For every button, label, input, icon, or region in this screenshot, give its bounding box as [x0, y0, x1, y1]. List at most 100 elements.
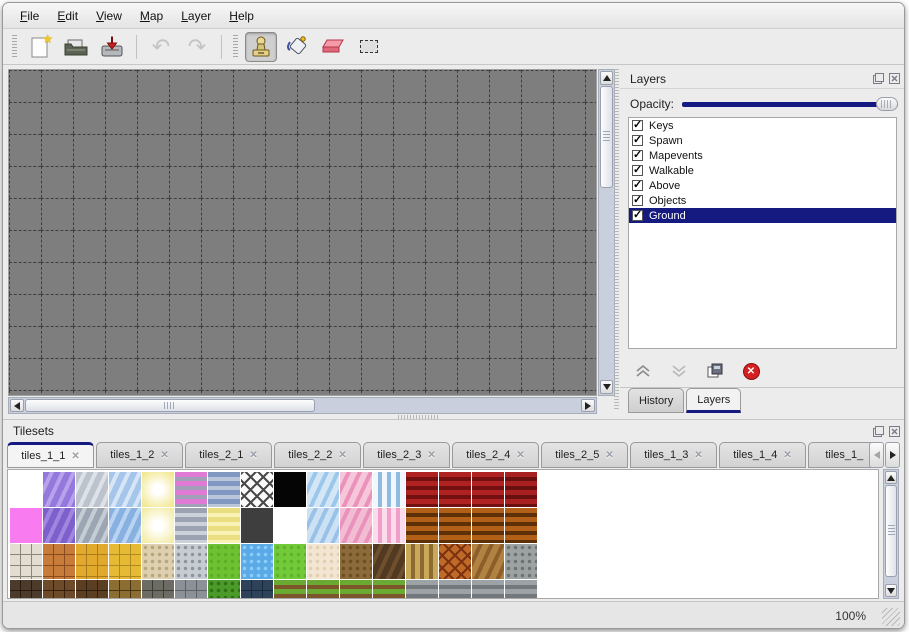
tile[interactable]: [373, 472, 405, 507]
tile[interactable]: [241, 472, 273, 507]
tile[interactable]: [10, 472, 42, 507]
layer-row-objects[interactable]: ✓ Objects: [629, 193, 896, 208]
tile[interactable]: [439, 508, 471, 543]
tileset-tab-tiles_2_1[interactable]: tiles_2_1 ✕: [185, 442, 272, 468]
float-panel-button[interactable]: [872, 73, 884, 85]
tile[interactable]: [208, 508, 240, 543]
tile[interactable]: [10, 580, 42, 598]
canvas-vscroll-thumb[interactable]: [600, 86, 613, 188]
tab-close-icon[interactable]: ✕: [338, 449, 347, 461]
tile[interactable]: [109, 472, 141, 507]
tile[interactable]: [274, 472, 306, 507]
horizontal-splitter[interactable]: [398, 415, 438, 419]
layer-row-above[interactable]: ✓ Above: [629, 178, 896, 193]
tile[interactable]: [43, 544, 75, 579]
tileset-vscrollbar[interactable]: [883, 469, 899, 599]
tile[interactable]: [76, 472, 108, 507]
tile[interactable]: [505, 544, 537, 579]
opacity-slider-handle[interactable]: [876, 97, 898, 111]
tileset-tab-tiles_1_[interactable]: tiles_1_✕: [808, 442, 872, 468]
eraser-tool-button[interactable]: [317, 32, 349, 62]
tileset-tab-tiles_1_4[interactable]: tiles_1_4 ✕: [719, 442, 806, 468]
tile[interactable]: [175, 472, 207, 507]
tile[interactable]: [241, 508, 273, 543]
canvas-vscrollbar[interactable]: [598, 69, 615, 396]
tab-history[interactable]: History: [628, 388, 685, 413]
tile[interactable]: [109, 508, 141, 543]
tile[interactable]: [373, 508, 405, 543]
tile[interactable]: [307, 580, 339, 598]
tile[interactable]: [307, 508, 339, 543]
tile[interactable]: [142, 580, 174, 598]
scroll-right-button[interactable]: [581, 399, 595, 412]
close-tilesets-button[interactable]: [888, 425, 900, 437]
tile[interactable]: [472, 472, 504, 507]
tile[interactable]: [208, 472, 240, 507]
opacity-slider[interactable]: [682, 96, 898, 112]
tile[interactable]: [472, 508, 504, 543]
scroll-up-button[interactable]: [885, 471, 897, 484]
layer-visibility-checkbox[interactable]: ✓: [632, 164, 643, 176]
canvas-hscroll-thumb[interactable]: [25, 399, 315, 412]
tile[interactable]: [142, 544, 174, 579]
layer-row-ground[interactable]: ✓ Ground: [629, 208, 896, 223]
duplicate-layer-button[interactable]: [704, 360, 726, 382]
layer-row-keys[interactable]: ✓ Keys: [629, 118, 896, 133]
tab-close-icon[interactable]: ✕: [783, 449, 792, 461]
tile[interactable]: [175, 544, 207, 579]
tile[interactable]: [208, 544, 240, 579]
tile[interactable]: [340, 472, 372, 507]
tab-close-icon[interactable]: ✕: [516, 449, 525, 461]
tile[interactable]: [406, 472, 438, 507]
map-canvas[interactable]: [8, 69, 597, 396]
undo-button[interactable]: ↶: [145, 32, 177, 62]
layer-row-walkable[interactable]: ✓ Walkable: [629, 163, 896, 178]
tileset-tab-tiles_1_1[interactable]: tiles_1_1 ✕: [7, 442, 94, 468]
redo-button[interactable]: ↷: [181, 32, 213, 62]
tileset-vscroll-thumb[interactable]: [885, 485, 897, 577]
delete-layer-button[interactable]: ✕: [740, 360, 762, 382]
layer-visibility-checkbox[interactable]: ✓: [632, 134, 643, 146]
layer-list[interactable]: ✓ Keys ✓ Spawn ✓ Mapevents ✓ Walkable ✓ Above ✓ Obj…: [628, 117, 897, 349]
save-button[interactable]: [96, 32, 128, 62]
tile-palette[interactable]: [7, 469, 879, 599]
tileset-tab-tiles_2_3[interactable]: tiles_2_3 ✕: [363, 442, 450, 468]
tab-close-icon[interactable]: ✕: [427, 449, 436, 461]
tile[interactable]: [373, 580, 405, 598]
select-tool-button[interactable]: [353, 32, 385, 62]
menu-help[interactable]: Help: [229, 8, 254, 23]
scroll-down-button[interactable]: [885, 584, 897, 597]
tile[interactable]: [472, 544, 504, 579]
tile[interactable]: [307, 544, 339, 579]
tileset-tab-tiles_2_4[interactable]: tiles_2_4 ✕: [452, 442, 539, 468]
layer-visibility-checkbox[interactable]: ✓: [632, 119, 643, 131]
tile[interactable]: [505, 580, 537, 598]
tile[interactable]: [274, 508, 306, 543]
scroll-up-button[interactable]: [600, 71, 613, 85]
fill-tool-button[interactable]: [281, 32, 313, 62]
menu-map[interactable]: Map: [139, 8, 164, 23]
tab-close-icon[interactable]: ✕: [71, 450, 80, 462]
tabs-scroll-right-button[interactable]: [885, 442, 900, 468]
menu-edit[interactable]: Edit: [57, 8, 79, 23]
scroll-down-button[interactable]: [600, 380, 613, 394]
tile[interactable]: [76, 580, 108, 598]
tile[interactable]: [142, 508, 174, 543]
tile[interactable]: [505, 508, 537, 543]
stamp-tool-button[interactable]: [245, 31, 277, 62]
toolbar-drag-handle[interactable]: [12, 34, 17, 59]
tile[interactable]: [472, 580, 504, 598]
tile[interactable]: [10, 544, 42, 579]
tile[interactable]: [43, 472, 75, 507]
tile[interactable]: [274, 544, 306, 579]
tab-close-icon[interactable]: ✕: [160, 449, 169, 461]
tile[interactable]: [505, 472, 537, 507]
layer-visibility-checkbox[interactable]: ✓: [632, 194, 643, 206]
tile[interactable]: [439, 544, 471, 579]
tile[interactable]: [241, 544, 273, 579]
layer-visibility-checkbox[interactable]: ✓: [632, 179, 643, 191]
tile[interactable]: [406, 580, 438, 598]
move-layer-down-button[interactable]: [668, 360, 690, 382]
menu-file[interactable]: File: [20, 8, 40, 23]
menu-layer[interactable]: Layer: [181, 8, 212, 23]
